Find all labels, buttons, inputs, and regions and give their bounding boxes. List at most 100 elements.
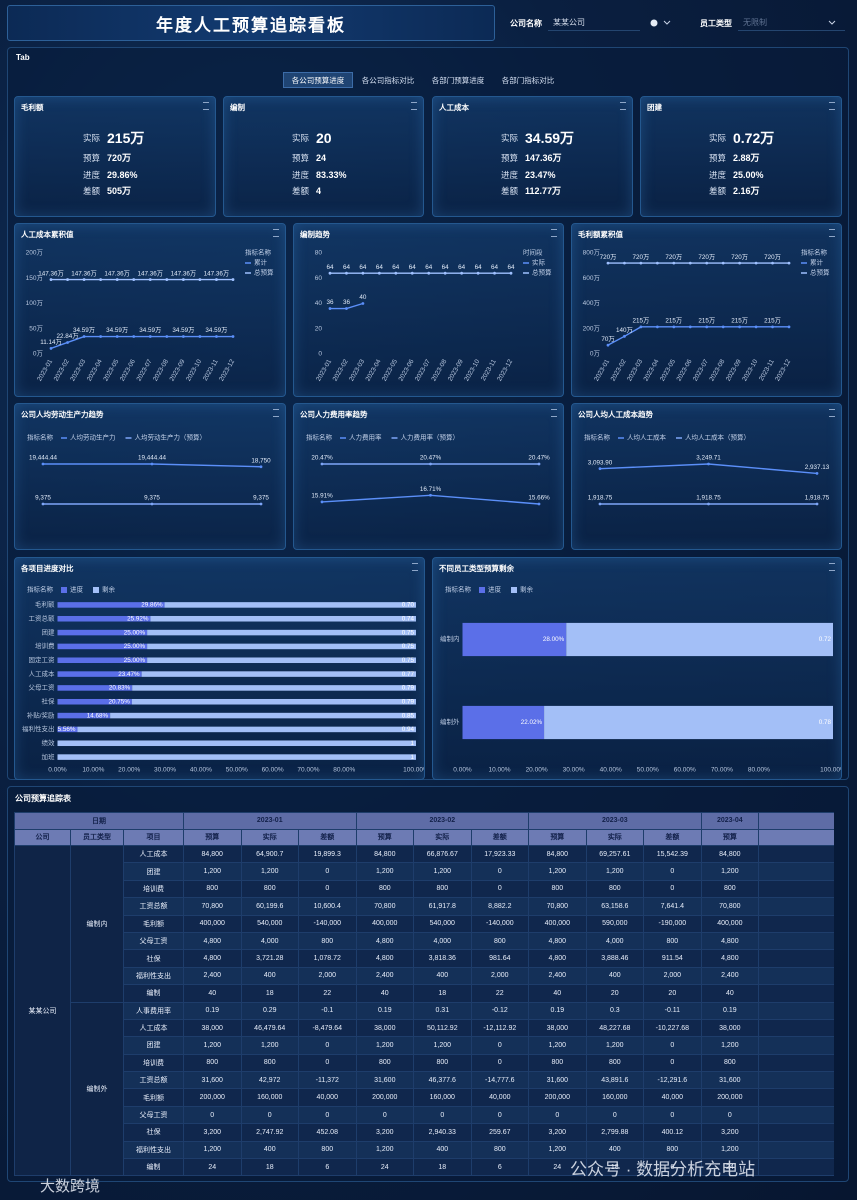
point xyxy=(150,502,154,506)
chart-panel: 0 20 40 60 80 2023-01 2023-02 2023-03 2023-04 202… xyxy=(293,223,564,397)
company-select[interactable]: 某某公司 xyxy=(548,14,640,31)
table-cell: 0 xyxy=(585,1105,645,1125)
tab[interactable]: 各部门预算进度 xyxy=(431,76,485,85)
data-label: 14.68% xyxy=(87,712,109,719)
x-tick-label: 2023-11 xyxy=(480,358,498,382)
tab[interactable]: 各公司指标对比 xyxy=(361,76,415,85)
panel-icon xyxy=(829,229,835,237)
table-cell: 1,200 xyxy=(585,1036,645,1055)
point xyxy=(394,271,398,275)
bar-segment xyxy=(566,622,833,657)
panel-icon xyxy=(620,102,626,110)
point xyxy=(537,502,541,506)
legend-label: 人力费用率 xyxy=(349,433,382,442)
chart-panel: 19,444.44 19,444.44 18,750 9,375 9,375 9,375 指… xyxy=(14,403,286,550)
bar-segment xyxy=(110,712,416,719)
tab[interactable]: 各公司预算进度 xyxy=(283,72,353,88)
table-cell: 800 xyxy=(470,1140,530,1160)
table-cell: 20 xyxy=(643,984,702,1003)
header-cell: 2023-01 xyxy=(183,812,357,830)
point xyxy=(148,335,152,338)
point xyxy=(82,278,86,281)
tab-bar: 各公司预算进度 各公司指标对比 各部门预算进度 各部门指标对比 xyxy=(283,72,563,88)
data-label: 34.59万 xyxy=(172,326,194,334)
data-label: 720万 xyxy=(600,253,617,261)
panel-icon xyxy=(273,229,279,237)
data-label: 0.75 xyxy=(402,629,415,636)
table-cell: 4,800 xyxy=(183,949,242,968)
point xyxy=(148,278,152,281)
point xyxy=(82,335,86,338)
x-tick-label: 2023-11 xyxy=(758,358,776,382)
table-cell: 0.31 xyxy=(413,1001,472,1020)
kpi-label: 预算 xyxy=(83,153,101,163)
table-cell: 4,800 xyxy=(528,931,587,951)
table-cell: 1,200 xyxy=(700,1036,760,1055)
table-cell: 3,200 xyxy=(355,1123,415,1142)
table-cell: 42,972 xyxy=(240,1071,299,1090)
table-row: 人工成本 38,000 46,479.64 -8,479.64 38,000 50,112… xyxy=(15,1018,834,1038)
table-cell: 4,800 xyxy=(700,931,760,951)
x-tick-label: 60.00% xyxy=(674,767,696,774)
type-select[interactable]: 无限制 xyxy=(738,14,845,31)
kpi-card: 人工成本 实际 34.59万 预算 147.36万 进度 23.47% 差额 112.77万 xyxy=(432,96,633,217)
y-tick-label: 400万 xyxy=(583,299,601,307)
data-label: 23.47% xyxy=(118,671,140,678)
point xyxy=(771,261,774,265)
table-cell: 70,800 xyxy=(528,897,587,916)
x-tick-label: 2023-09 xyxy=(169,358,187,382)
cell-filler xyxy=(758,1158,834,1177)
category-label: 编制内 xyxy=(440,634,460,643)
chart-panel: 0万 50万 100万 150万 200万 2023-01 2023-02 2023-03 20… xyxy=(14,223,286,397)
x-tick-label: 50.00% xyxy=(226,767,248,774)
table-cell: 0 xyxy=(298,1036,357,1055)
legend-label: 剩余 xyxy=(520,585,534,594)
table-cell: 160,000 xyxy=(240,1088,299,1107)
table-cell: 0 xyxy=(298,1105,357,1125)
header-cell: 预算 xyxy=(528,828,587,846)
table-cell: -190,000 xyxy=(643,914,702,933)
table-cell: 4,000 xyxy=(585,931,645,951)
table-row: 培训费 800 800 0 800 800 0 800 800 0 800 xyxy=(15,1053,834,1073)
legend-label: 人均劳动生产力（预算） xyxy=(135,433,207,442)
table-cell: 800 xyxy=(355,1053,415,1073)
x-tick-label: 2023-06 xyxy=(119,358,137,382)
budget-table: 日期 2023-01 2023-02 2023-03 2023-04 公司 员工类型 项目 预算… xyxy=(14,812,834,1177)
table-cell: 4,000 xyxy=(240,931,299,951)
table-cell: 4,800 xyxy=(183,931,242,951)
x-tick-label: 2023-03 xyxy=(69,358,87,382)
table-cell: 70,800 xyxy=(355,897,415,916)
data-label: 0.72 xyxy=(819,636,832,643)
watermark: 大数跨境 xyxy=(40,1178,101,1195)
chart-title: 各项目进度对比 xyxy=(21,564,74,573)
x-tick-label: 70.00% xyxy=(711,767,733,774)
chart-title: 人工成本累积值 xyxy=(21,230,74,239)
table-cell: 24 xyxy=(355,1158,415,1177)
table-cell: 3,200 xyxy=(528,1123,587,1142)
table-cell: 1,078.72 xyxy=(298,949,357,968)
table-cell: 父母工资 xyxy=(123,1105,184,1125)
y-tick-label: 0万 xyxy=(590,350,601,358)
table-row: 父母工资 0 0 0 0 0 0 0 0 0 0 xyxy=(15,1105,834,1125)
header-cell: 实际 xyxy=(240,828,299,846)
table-cell: 400 xyxy=(413,1140,472,1160)
panel-icon xyxy=(203,102,209,110)
table-cell: 1,200 xyxy=(183,862,242,881)
table-cell: 1,200 xyxy=(528,862,587,881)
header-filler xyxy=(758,812,834,830)
header-cell: 公司 xyxy=(14,828,71,846)
tab[interactable]: 各部门指标对比 xyxy=(501,76,555,85)
table-cell: 0 xyxy=(643,879,702,899)
data-label: 0.79 xyxy=(402,685,415,692)
table-cell: 800 xyxy=(528,1053,587,1073)
panel-icon xyxy=(829,409,835,417)
data-label: 3,093.90 xyxy=(588,459,613,466)
cell-filler xyxy=(758,931,834,951)
data-label: 1 xyxy=(410,740,414,747)
kpi-label: 进度 xyxy=(501,170,519,180)
x-tick-label: 70.00% xyxy=(297,767,319,774)
table-cell: 63,158.6 xyxy=(585,897,645,916)
cell-filler xyxy=(758,1018,834,1038)
legend-label: 总预算 xyxy=(532,268,552,277)
data-label: 64 xyxy=(359,264,367,271)
